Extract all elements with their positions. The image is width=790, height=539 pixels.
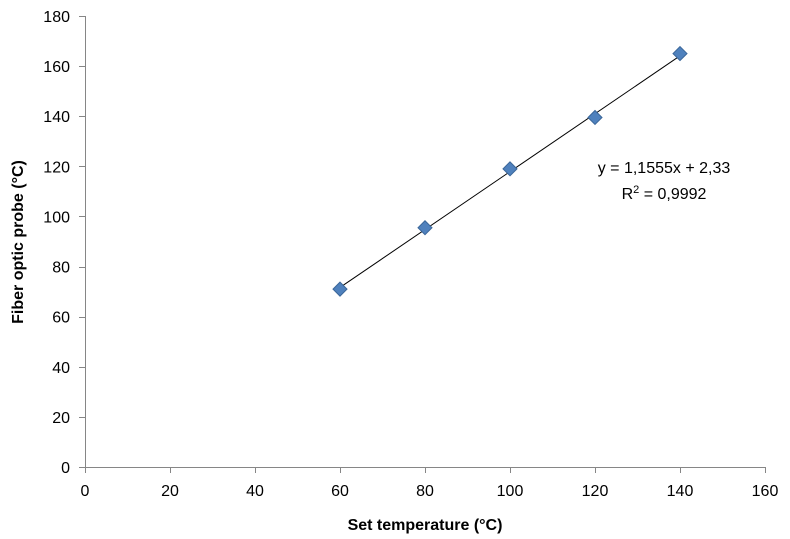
axes: 0 20 40 60 80 100 120 140 160 0 20 40 60 80 100 120 140… (43, 9, 778, 500)
x-tick-label: 40 (246, 483, 264, 500)
y-tick-label: 100 (43, 209, 70, 226)
x-tick-label: 140 (667, 483, 694, 500)
x-tick-label: 80 (416, 483, 434, 500)
x-axis-ticks: 0 20 40 60 80 100 120 140 160 (81, 467, 779, 500)
y-tick-label: 180 (43, 9, 70, 26)
r-squared-value: = 0,9992 (639, 186, 706, 203)
x-tick-label: 160 (752, 483, 779, 500)
y-tick-label: 40 (52, 360, 70, 377)
r-squared-label: R2 = 0,9992 (622, 184, 707, 203)
y-tick-label: 80 (52, 260, 70, 277)
x-tick-label: 120 (582, 483, 609, 500)
data-points (332, 45, 688, 297)
data-point (502, 161, 518, 177)
data-point (672, 45, 688, 62)
x-tick-label: 100 (497, 483, 524, 500)
y-tick-label: 0 (61, 460, 70, 477)
x-tick-label: 0 (81, 483, 90, 500)
y-tick-label: 120 (43, 159, 70, 176)
y-axis-ticks: 0 20 40 60 80 100 120 140 160 180 (43, 9, 85, 477)
trendline-equation: y = 1,1555x + 2,33 (598, 160, 731, 177)
data-point (332, 281, 348, 297)
data-point (417, 220, 433, 236)
x-tick-label: 60 (331, 483, 349, 500)
y-tick-label: 60 (52, 310, 70, 327)
y-tick-label: 140 (43, 109, 70, 126)
x-axis-title: Set temperature (°C) (348, 517, 503, 534)
y-tick-label: 20 (52, 410, 70, 427)
r-squared-prefix: R (622, 186, 634, 203)
x-tick-label: 20 (161, 483, 179, 500)
r-squared-superscript: 2 (633, 184, 639, 196)
data-point (587, 109, 603, 126)
y-tick-label: 160 (43, 59, 70, 76)
y-axis-title: Fiber optic probe (°C) (10, 160, 27, 324)
